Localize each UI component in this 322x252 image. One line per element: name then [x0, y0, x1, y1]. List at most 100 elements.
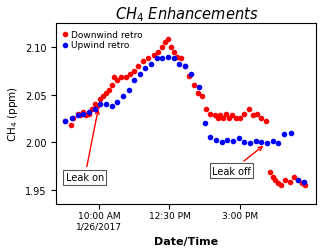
- Upwind retro: [75, 114, 80, 118]
- Downwind retro: [146, 57, 151, 61]
- Downwind retro: [71, 117, 76, 121]
- Downwind retro: [75, 112, 80, 116]
- Upwind retro: [213, 139, 219, 143]
- Upwind retro: [166, 55, 171, 59]
- Downwind retro: [223, 112, 229, 116]
- Upwind retro: [219, 140, 224, 144]
- Upwind retro: [70, 117, 75, 121]
- Text: Leak off: Leak off: [212, 147, 262, 176]
- Downwind retro: [160, 46, 165, 50]
- Upwind retro: [276, 141, 281, 145]
- Downwind retro: [174, 55, 179, 59]
- Downwind retro: [168, 46, 174, 50]
- Upwind retro: [115, 101, 120, 105]
- Downwind retro: [250, 114, 255, 118]
- Downwind retro: [195, 91, 200, 95]
- Downwind retro: [109, 84, 114, 88]
- Upwind retro: [208, 136, 213, 140]
- Upwind retro: [62, 120, 68, 124]
- Upwind retro: [248, 141, 253, 145]
- Downwind retro: [259, 117, 264, 121]
- Upwind retro: [188, 72, 193, 76]
- Downwind retro: [221, 117, 226, 121]
- Downwind retro: [100, 95, 106, 99]
- Downwind retro: [151, 53, 156, 57]
- Y-axis label: CH$_4$ (ppm): CH$_4$ (ppm): [5, 86, 20, 142]
- Downwind retro: [156, 51, 161, 55]
- Downwind retro: [300, 181, 305, 185]
- Downwind retro: [233, 117, 239, 121]
- Upwind retro: [296, 178, 301, 182]
- Upwind retro: [253, 140, 258, 144]
- Downwind retro: [95, 105, 100, 109]
- Downwind retro: [246, 107, 251, 111]
- Downwind retro: [163, 41, 168, 45]
- Upwind retro: [259, 140, 264, 144]
- Downwind retro: [98, 98, 103, 102]
- Downwind retro: [215, 117, 220, 121]
- Title: $\mathit{CH_4}$ Enhancements: $\mathit{CH_4}$ Enhancements: [115, 6, 258, 24]
- Upwind retro: [231, 140, 236, 144]
- Downwind retro: [136, 65, 141, 69]
- Upwind retro: [264, 141, 270, 145]
- Upwind retro: [202, 121, 207, 125]
- Upwind retro: [126, 88, 131, 92]
- Downwind retro: [199, 95, 204, 99]
- Upwind retro: [225, 139, 230, 143]
- Downwind retro: [123, 76, 128, 80]
- Downwind retro: [83, 114, 89, 118]
- Downwind retro: [171, 51, 176, 55]
- Upwind retro: [154, 57, 159, 61]
- Downwind retro: [92, 103, 97, 107]
- Upwind retro: [281, 133, 287, 137]
- Upwind retro: [301, 180, 306, 184]
- Upwind retro: [236, 137, 241, 141]
- Upwind retro: [171, 57, 176, 61]
- Downwind retro: [132, 70, 137, 74]
- Upwind retro: [92, 107, 97, 111]
- Downwind retro: [254, 112, 260, 116]
- Downwind retro: [103, 91, 109, 95]
- Upwind retro: [160, 57, 165, 61]
- Text: Leak on: Leak on: [66, 111, 104, 182]
- Downwind retro: [204, 107, 209, 111]
- Upwind retro: [183, 65, 188, 69]
- Downwind retro: [226, 117, 232, 121]
- Upwind retro: [103, 103, 109, 107]
- Legend: Downwind retro, Upwind retro: Downwind retro, Upwind retro: [61, 29, 144, 52]
- Upwind retro: [143, 67, 148, 71]
- Downwind retro: [270, 175, 275, 179]
- Downwind retro: [279, 183, 284, 187]
- Downwind retro: [191, 84, 196, 88]
- Downwind retro: [276, 181, 281, 185]
- Downwind retro: [242, 112, 247, 116]
- Downwind retro: [187, 74, 192, 78]
- Downwind retro: [112, 76, 117, 80]
- Downwind retro: [303, 183, 308, 187]
- Upwind retro: [270, 140, 275, 144]
- Upwind retro: [177, 63, 182, 67]
- Upwind retro: [81, 112, 86, 116]
- Upwind retro: [98, 103, 103, 107]
- Downwind retro: [128, 72, 133, 76]
- Downwind retro: [86, 112, 91, 116]
- X-axis label: Date/Time: Date/Time: [154, 237, 219, 246]
- Downwind retro: [238, 117, 243, 121]
- Downwind retro: [115, 79, 120, 83]
- Downwind retro: [287, 180, 292, 184]
- Downwind retro: [263, 120, 268, 124]
- Upwind retro: [132, 79, 137, 83]
- Upwind retro: [109, 105, 114, 109]
- Downwind retro: [218, 114, 223, 118]
- Upwind retro: [289, 131, 294, 135]
- Upwind retro: [242, 140, 247, 144]
- Upwind retro: [197, 86, 202, 90]
- Downwind retro: [283, 178, 288, 182]
- Upwind retro: [137, 72, 142, 76]
- Downwind retro: [273, 178, 278, 182]
- Upwind retro: [120, 95, 126, 99]
- Downwind retro: [229, 114, 234, 118]
- Downwind retro: [106, 88, 111, 92]
- Downwind retro: [68, 123, 73, 128]
- Downwind retro: [89, 107, 94, 111]
